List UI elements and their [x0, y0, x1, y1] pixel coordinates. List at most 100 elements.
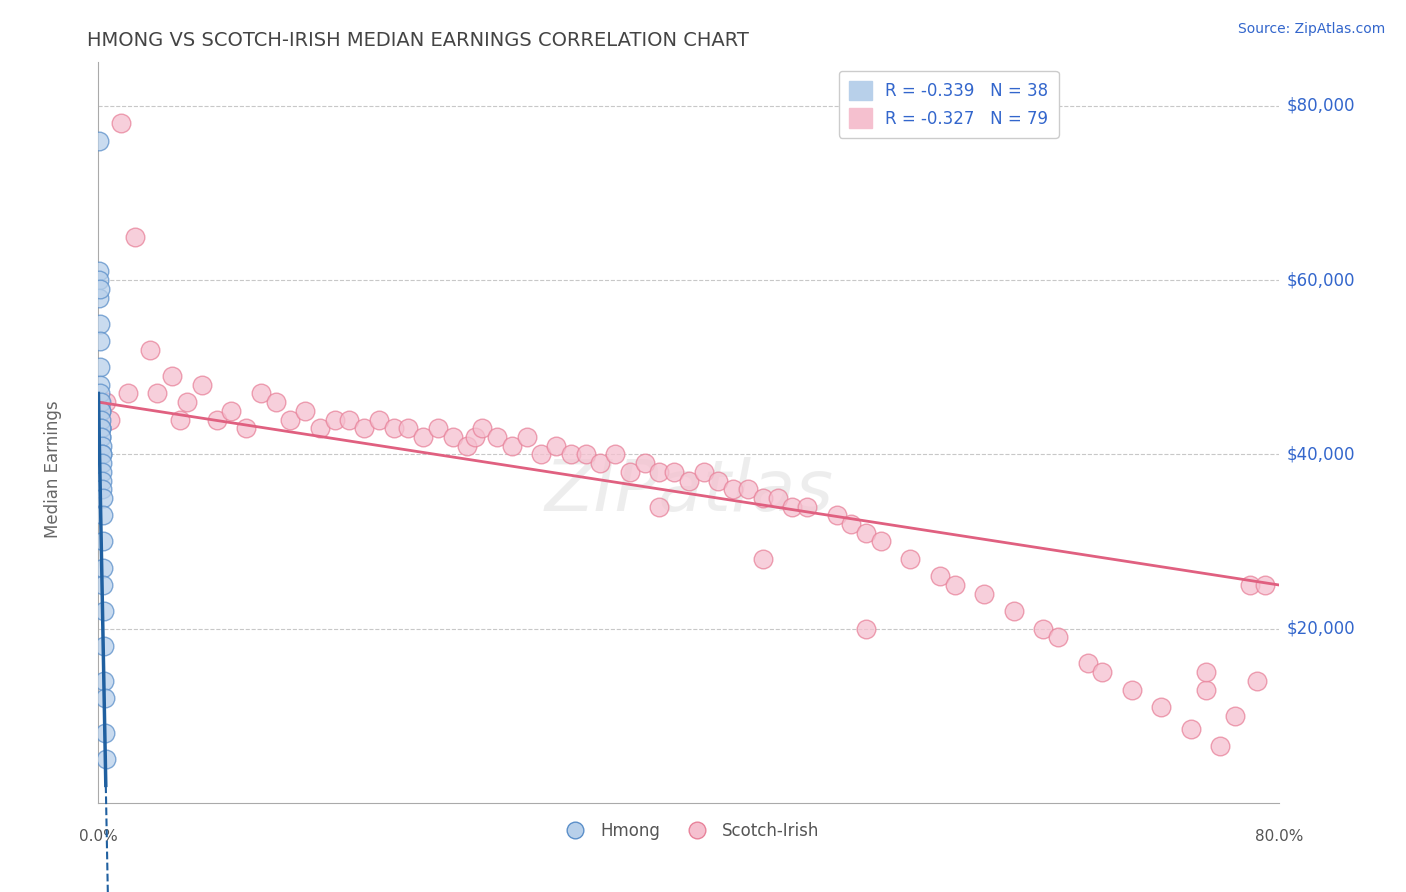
Point	[90, 447, 112, 461]
Point	[91, 456, 114, 470]
Text: $40,000: $40,000	[1286, 445, 1355, 464]
Point	[169, 412, 191, 426]
Text: 80.0%: 80.0%	[1256, 829, 1303, 844]
Point	[1150, 700, 1173, 714]
Point	[162, 369, 183, 384]
Point	[91, 491, 114, 505]
Text: ZIPatlas: ZIPatlas	[544, 458, 834, 526]
Point	[457, 439, 479, 453]
Point	[575, 447, 598, 461]
Point	[309, 421, 332, 435]
Point	[486, 430, 509, 444]
Point	[90, 421, 112, 435]
Point	[1121, 682, 1143, 697]
Point	[605, 447, 627, 461]
Point	[90, 430, 112, 444]
Text: $20,000: $20,000	[1286, 620, 1355, 638]
Point	[90, 447, 112, 461]
Point	[1195, 682, 1218, 697]
Point	[752, 491, 775, 505]
Point	[464, 430, 486, 444]
Point	[89, 377, 111, 392]
Point	[427, 421, 450, 435]
Point	[89, 273, 111, 287]
Point	[796, 500, 818, 514]
Point	[634, 456, 657, 470]
Point	[353, 421, 375, 435]
Point	[943, 578, 966, 592]
Point	[855, 525, 877, 540]
Point	[89, 395, 111, 409]
Point	[89, 264, 111, 278]
Point	[1209, 739, 1232, 754]
Point	[323, 412, 346, 426]
Point	[560, 447, 582, 461]
Point	[546, 439, 568, 453]
Point	[648, 500, 671, 514]
Point	[1002, 604, 1025, 618]
Point	[90, 412, 112, 426]
Point	[98, 412, 121, 426]
Point	[766, 491, 789, 505]
Point	[93, 673, 115, 688]
Point	[89, 134, 111, 148]
Point	[94, 726, 117, 740]
Point	[619, 465, 641, 479]
Point	[294, 404, 316, 418]
Point	[94, 752, 117, 766]
Point	[117, 386, 139, 401]
Point	[589, 456, 612, 470]
Point	[339, 412, 361, 426]
Text: Source: ZipAtlas.com: Source: ZipAtlas.com	[1237, 22, 1385, 37]
Point	[441, 430, 464, 444]
Point	[235, 421, 257, 435]
Point	[93, 604, 115, 618]
Point	[90, 421, 112, 435]
Point	[1091, 665, 1114, 680]
Point	[1077, 657, 1099, 671]
Point	[139, 343, 162, 357]
Point	[368, 412, 391, 426]
Point	[91, 578, 114, 592]
Point	[91, 465, 114, 479]
Point	[176, 395, 198, 409]
Text: $80,000: $80,000	[1286, 97, 1355, 115]
Point	[91, 474, 114, 488]
Point	[89, 291, 111, 305]
Point	[91, 534, 114, 549]
Point	[723, 482, 745, 496]
Point	[94, 395, 117, 409]
Point	[89, 386, 111, 401]
Point	[1254, 578, 1277, 592]
Point	[664, 465, 686, 479]
Point	[737, 482, 759, 496]
Point	[471, 421, 494, 435]
Legend: Hmong, Scotch-Irish: Hmong, Scotch-Irish	[553, 815, 825, 847]
Point	[412, 430, 434, 444]
Point	[1195, 665, 1218, 680]
Point	[124, 229, 146, 244]
Point	[146, 386, 169, 401]
Point	[841, 517, 863, 532]
Point	[91, 508, 114, 523]
Point	[855, 622, 877, 636]
Point	[90, 404, 112, 418]
Point	[1225, 708, 1247, 723]
Point	[648, 465, 671, 479]
Text: 0.0%: 0.0%	[79, 829, 118, 844]
Point	[90, 430, 112, 444]
Point	[707, 474, 730, 488]
Point	[93, 639, 115, 653]
Point	[929, 569, 952, 583]
Point	[91, 560, 114, 574]
Point	[89, 334, 111, 348]
Point	[693, 465, 716, 479]
Point	[110, 116, 132, 130]
Point	[752, 552, 775, 566]
Point	[825, 508, 848, 523]
Text: Median Earnings: Median Earnings	[44, 401, 62, 539]
Point	[191, 377, 214, 392]
Point	[91, 482, 114, 496]
Point	[516, 430, 538, 444]
Point	[90, 404, 112, 418]
